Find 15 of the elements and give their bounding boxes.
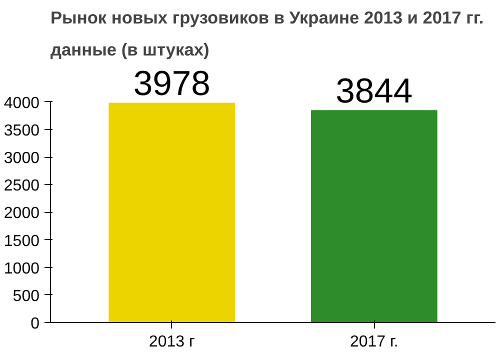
y-tick-label: 4000 (4, 94, 40, 112)
x-tick-label: 2013 г (148, 334, 195, 350)
y-tick-label: 0 (30, 316, 40, 332)
data-label: 3978 (133, 65, 210, 104)
y-tick-label: 1500 (4, 232, 40, 250)
y-tick-label: 3000 (4, 150, 40, 168)
chart-title: Рынок новых грузовиков в Украине 2013 и 2017 гг. (50, 8, 484, 28)
y-tick-label: 1000 (4, 260, 40, 278)
y-tick-label: 2500 (4, 178, 40, 195)
data-label: 3844 (336, 72, 413, 111)
chart-subtitle: данные (в штуках) (50, 40, 210, 60)
x-tick-label: 2017 г. (350, 334, 398, 350)
y-tick-label: 2000 (4, 205, 40, 222)
y-tick-label: 3500 (4, 122, 40, 140)
y-tick-label: 500 (12, 288, 40, 305)
